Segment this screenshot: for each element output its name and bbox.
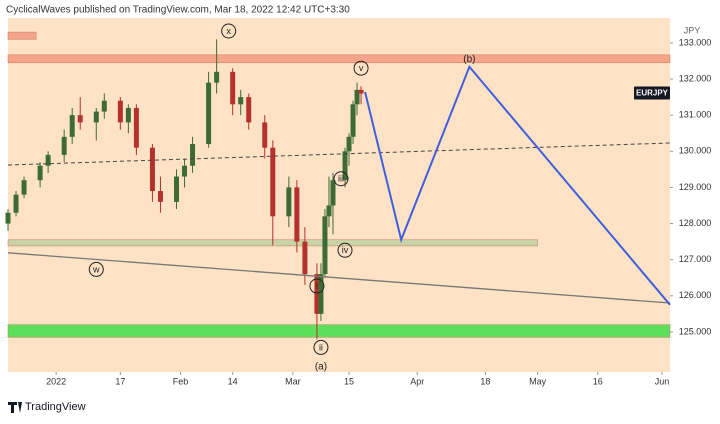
- zone: [7, 54, 671, 64]
- candle-body: [5, 212, 11, 224]
- candle-body: [61, 136, 67, 155]
- y-tick-label: 132.000: [679, 73, 712, 83]
- candle-body: [190, 144, 196, 166]
- candle-body: [302, 241, 308, 275]
- x-tick-label: 15: [344, 376, 354, 386]
- y-tick-label: 125.000: [679, 326, 712, 336]
- wave-circle: [309, 278, 325, 294]
- candle-body: [342, 151, 348, 181]
- plot-background: [8, 18, 670, 372]
- candle-body: [101, 100, 107, 112]
- candle-body: [69, 115, 75, 137]
- candle-body: [246, 97, 252, 123]
- header-bar: [0, 0, 720, 18]
- candle-body: [214, 71, 220, 83]
- wave-label: iii: [338, 174, 344, 184]
- candle-body: [21, 180, 27, 195]
- wave-label: iv: [342, 245, 349, 255]
- trend-line: [364, 64, 671, 306]
- footer: [0, 394, 720, 419]
- brand-logo: [8, 402, 22, 413]
- candle-body: [13, 194, 19, 213]
- x-tick-label: 2022: [46, 376, 66, 386]
- candle-body: [314, 274, 320, 314]
- candle-body: [77, 115, 83, 123]
- candle-body: [37, 165, 43, 181]
- candle-body: [330, 180, 336, 206]
- candle-body: [318, 274, 324, 314]
- candle-body: [174, 176, 180, 202]
- candle-body: [125, 107, 131, 123]
- candle-body: [117, 100, 123, 123]
- symbol-label: EURJPY: [636, 89, 669, 98]
- candle-body: [358, 89, 364, 94]
- header: CyclicalWaves published on TradingView.c…: [6, 5, 350, 16]
- x-tick-label: 16: [593, 376, 603, 386]
- wave-circle: [221, 23, 237, 39]
- y-tick-label: 133.000: [679, 37, 712, 47]
- candle-body: [157, 191, 163, 202]
- candle-body: [133, 107, 139, 148]
- candle-body: [346, 136, 352, 152]
- y-tick-label: 127.000: [679, 254, 712, 264]
- x-tick-label: Mar: [285, 376, 301, 386]
- zone: [7, 31, 37, 40]
- candle-body: [45, 154, 51, 166]
- currency: JPY: [684, 25, 701, 35]
- y-tick-label: 126.000: [679, 290, 712, 300]
- wave-label: x: [226, 26, 231, 36]
- candle-body: [206, 82, 212, 145]
- wave-label: ii: [319, 342, 323, 352]
- symbol-tag: [634, 86, 670, 100]
- wave-circle: [333, 171, 349, 187]
- y-tick-label: 128.000: [679, 218, 712, 228]
- candle-body: [350, 104, 356, 137]
- x-tick-label: Jun: [655, 376, 670, 386]
- wave-circle: [88, 261, 104, 277]
- y-tick-label: 129.000: [679, 182, 712, 192]
- wave-label: (a): [315, 361, 327, 372]
- x-tick-label: 14: [228, 376, 238, 386]
- y-tick-label: 131.000: [679, 110, 712, 120]
- candle-body: [270, 147, 276, 217]
- candle-body: [326, 205, 332, 217]
- candle-body: [230, 71, 236, 105]
- wave-label: w: [92, 264, 100, 274]
- candle-body: [354, 89, 360, 105]
- x-tick-label: 18: [480, 376, 490, 386]
- wave-circle: [353, 60, 369, 76]
- candle-body: [294, 187, 300, 242]
- x-tick-label: Feb: [173, 376, 189, 386]
- candle-body: [93, 111, 99, 123]
- candle-body: [182, 165, 188, 177]
- x-tick-label: 17: [115, 376, 125, 386]
- wave-label: i: [316, 281, 318, 291]
- candle-body: [238, 97, 244, 105]
- price-axis: [670, 18, 720, 372]
- zone: [7, 324, 671, 338]
- trend-line: [7, 252, 671, 304]
- y-tick-label: 130.000: [679, 146, 712, 156]
- wave-label: (b): [463, 54, 475, 65]
- x-tick-label: May: [529, 376, 547, 386]
- x-tick-label: Apr: [410, 376, 424, 386]
- candle-body: [262, 122, 268, 148]
- brand: TradingView: [25, 401, 86, 413]
- candle-body: [149, 147, 155, 192]
- wave-circle: [313, 339, 329, 355]
- wave-label: v: [359, 63, 364, 73]
- wave-circle: [337, 242, 353, 258]
- candle-body: [322, 216, 328, 275]
- trend-line: [7, 142, 671, 166]
- candle-body: [286, 187, 292, 217]
